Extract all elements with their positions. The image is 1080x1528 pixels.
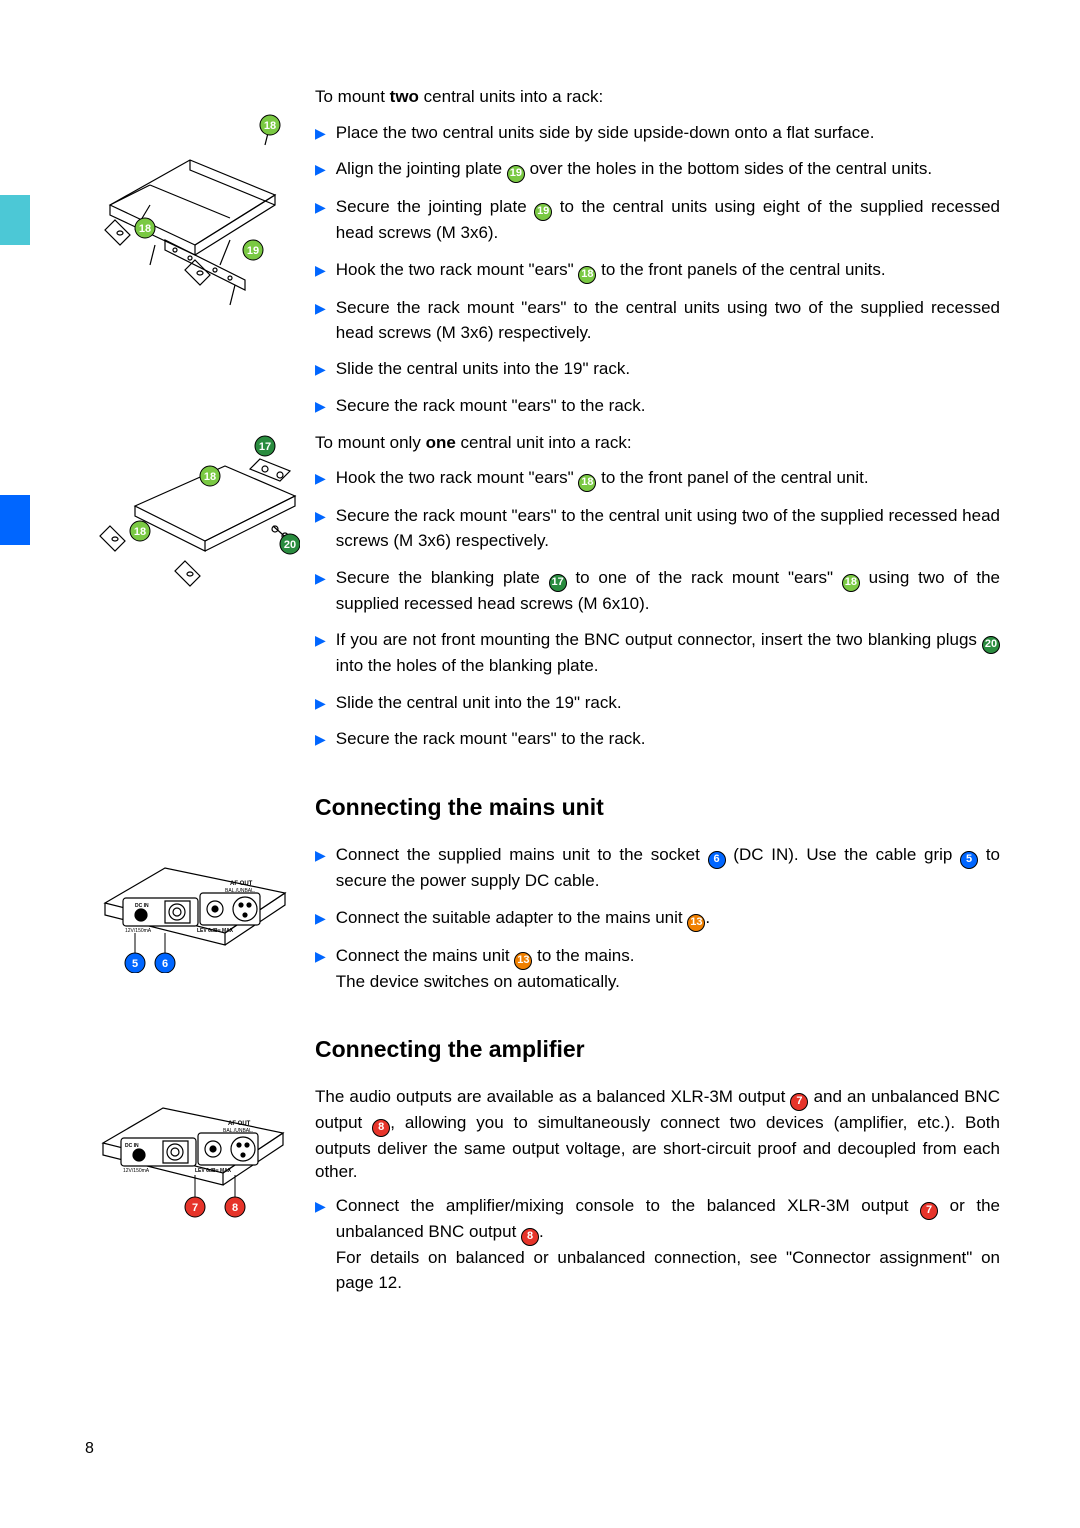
step: ▶ Connect the supplied mains unit to the… bbox=[315, 843, 1000, 894]
diagram-two-units: 18 18 19 bbox=[95, 110, 300, 330]
step: ▶ Hook the two rack mount "ears" 18 to t… bbox=[315, 466, 1000, 492]
svg-text:AF OUT: AF OUT bbox=[230, 881, 253, 887]
svg-text:6: 6 bbox=[162, 958, 168, 970]
step: ▶ Secure the blanking plate 17 to one of… bbox=[315, 566, 1000, 617]
bullet-icon: ▶ bbox=[315, 691, 326, 713]
amp-paragraph: The audio outputs are available as a bal… bbox=[315, 1085, 1000, 1184]
bullet-icon: ▶ bbox=[315, 258, 326, 280]
bullet-icon: ▶ bbox=[315, 906, 326, 928]
diagram-one-unit: 17 18 18 20 bbox=[95, 431, 300, 591]
step: ▶ Align the jointing plate 19 over the h… bbox=[315, 157, 1000, 183]
intro-two: To mount two central units into a rack: bbox=[315, 85, 1000, 109]
svg-text:12V/150mA: 12V/150mA bbox=[123, 1168, 150, 1174]
svg-text:5: 5 bbox=[132, 958, 138, 970]
svg-text:DC IN: DC IN bbox=[125, 1143, 139, 1149]
svg-text:BAL./UNBAL.: BAL./UNBAL. bbox=[225, 888, 255, 894]
bullet-icon: ▶ bbox=[315, 504, 326, 526]
bullet-icon: ▶ bbox=[315, 566, 326, 588]
diagram-amp: AF OUT BAL./UNBAL. DC IN 12V/150mA LEV 6… bbox=[95, 1085, 295, 1220]
section-tab-teal bbox=[0, 195, 30, 245]
bullet-icon: ▶ bbox=[315, 296, 326, 318]
svg-text:18: 18 bbox=[264, 120, 276, 132]
svg-text:19: 19 bbox=[247, 245, 259, 257]
step: ▶ Connect the suitable adapter to the ma… bbox=[315, 906, 1000, 932]
svg-text:8: 8 bbox=[232, 1202, 238, 1214]
bullet-icon: ▶ bbox=[315, 466, 326, 488]
bullet-icon: ▶ bbox=[315, 157, 326, 179]
step: ▶ Hook the two rack mount "ears" 18 to t… bbox=[315, 258, 1000, 284]
heading-mains: Connecting the mains unit bbox=[315, 794, 1000, 821]
svg-text:LEV 6dBu MAX: LEV 6dBu MAX bbox=[197, 928, 234, 934]
step: ▶ Secure the rack mount "ears" to the ce… bbox=[315, 296, 1000, 345]
bullet-icon: ▶ bbox=[315, 394, 326, 416]
bullet-icon: ▶ bbox=[315, 843, 326, 865]
svg-text:18: 18 bbox=[204, 471, 216, 483]
step: ▶ If you are not front mounting the BNC … bbox=[315, 628, 1000, 679]
section-tab-blue bbox=[0, 495, 30, 545]
bullet-icon: ▶ bbox=[315, 121, 326, 143]
diagram-mains: AF OUT BAL./UNBAL. DC IN 12V/150mA LEV 6… bbox=[95, 843, 295, 973]
svg-text:12V/150mA: 12V/150mA bbox=[125, 928, 152, 934]
step: ▶ Connect the amplifier/mixing console t… bbox=[315, 1194, 1000, 1295]
svg-text:LEV 6dBu MAX: LEV 6dBu MAX bbox=[195, 1168, 232, 1174]
bullet-icon: ▶ bbox=[315, 1194, 326, 1216]
bullet-icon: ▶ bbox=[315, 357, 326, 379]
svg-text:20: 20 bbox=[284, 539, 296, 551]
svg-text:BAL./UNBAL.: BAL./UNBAL. bbox=[223, 1128, 253, 1134]
svg-text:AF OUT: AF OUT bbox=[228, 1121, 251, 1127]
bullet-icon: ▶ bbox=[315, 944, 326, 966]
step: ▶ Place the two central units side by si… bbox=[315, 121, 1000, 146]
bullet-icon: ▶ bbox=[315, 727, 326, 749]
page-number: 8 bbox=[85, 1440, 94, 1458]
step: ▶ Secure the jointing plate 19 to the ce… bbox=[315, 195, 1000, 246]
bullet-icon: ▶ bbox=[315, 195, 326, 217]
intro-one: To mount only one central unit into a ra… bbox=[315, 431, 1000, 455]
svg-text:18: 18 bbox=[134, 526, 146, 538]
step: ▶ Secure the rack mount "ears" to the ra… bbox=[315, 727, 1000, 752]
bullet-icon: ▶ bbox=[315, 628, 326, 650]
svg-text:18: 18 bbox=[139, 223, 151, 235]
svg-text:DC IN: DC IN bbox=[135, 903, 149, 909]
step: ▶ Secure the rack mount "ears" to the ce… bbox=[315, 504, 1000, 553]
svg-text:7: 7 bbox=[192, 1202, 198, 1214]
step: ▶ Slide the central unit into the 19" ra… bbox=[315, 691, 1000, 716]
step: ▶ Secure the rack mount "ears" to the ra… bbox=[315, 394, 1000, 419]
step: ▶ Connect the mains unit 13 to the mains… bbox=[315, 944, 1000, 995]
heading-amp: Connecting the amplifier bbox=[315, 1036, 1000, 1063]
step: ▶ Slide the central units into the 19" r… bbox=[315, 357, 1000, 382]
svg-text:17: 17 bbox=[259, 441, 271, 453]
